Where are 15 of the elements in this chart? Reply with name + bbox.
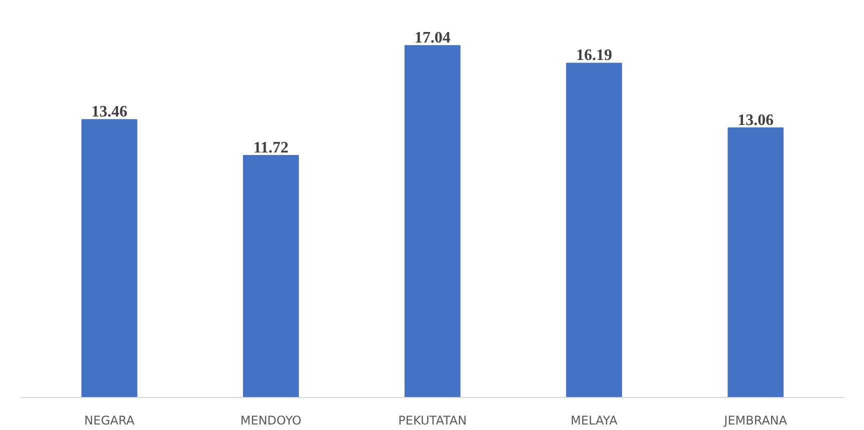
data-label: 11.72 xyxy=(253,140,288,157)
bar xyxy=(404,45,460,398)
x-tick-label: MELAYA xyxy=(570,414,618,428)
x-tick-label: NEGARA xyxy=(84,414,136,428)
data-label: 16.19 xyxy=(576,47,612,64)
data-label: 13.46 xyxy=(91,104,128,121)
x-tick-label: PEKUTATAN xyxy=(398,414,467,428)
data-label: 13.06 xyxy=(738,112,774,129)
x-tick-label: JEMBRANA xyxy=(723,414,788,428)
data-label: 17.04 xyxy=(414,30,450,47)
bar xyxy=(242,155,299,398)
bar xyxy=(728,127,784,398)
bar xyxy=(81,119,138,398)
bar xyxy=(566,62,622,398)
x-tick-label: MENDOYO xyxy=(240,414,302,428)
